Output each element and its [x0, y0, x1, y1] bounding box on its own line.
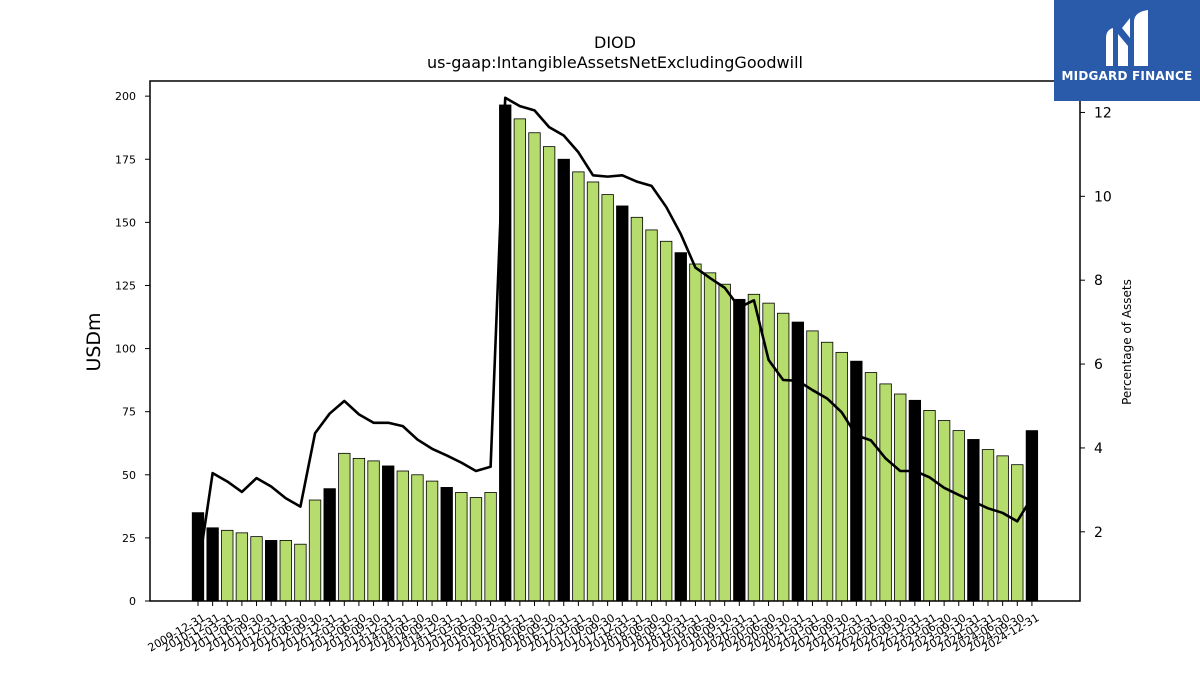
bar-2012-06-30 [294, 543, 307, 602]
y2-tick-label-12: 12 [1094, 105, 1112, 121]
y2-tick-label-8: 8 [1094, 273, 1103, 289]
bar-2021-03-31 [806, 330, 819, 602]
bar-2012-12-31 [323, 488, 336, 602]
chart-subtitle: us-gaap:IntangibleAssetsNetExcludingGood… [427, 53, 803, 72]
bar-2012-09-30 [308, 499, 322, 602]
bar-2011-03-31 [221, 529, 234, 602]
bar-2019-12-31 [733, 298, 746, 602]
bar-2023-09-30 [952, 430, 965, 602]
bar-2013-12-31 [382, 465, 395, 602]
bar-2022-03-31 [864, 372, 878, 602]
bar-2014-06-30 [411, 474, 424, 602]
bar-2018-12-31 [674, 252, 687, 602]
bar-2015-03-31 [455, 492, 468, 602]
bar-2013-03-31 [338, 452, 351, 602]
brand-logo: MIDGARD FINANCE [1054, 0, 1200, 101]
logo-mark-icon [1106, 10, 1148, 66]
bar-2017-12-31 [616, 205, 629, 602]
bar-2017-09-30 [601, 194, 614, 602]
y2-tick-label-2: 2 [1094, 525, 1103, 541]
y-tick-label-25: 25 [122, 532, 136, 545]
bar-2014-09-30 [425, 480, 439, 602]
bar-2013-09-30 [367, 460, 380, 602]
plot-frame [149, 80, 1081, 602]
bar-2022-06-30 [879, 383, 892, 602]
percentage-line [196, 96, 1034, 572]
bar-2011-06-30 [235, 532, 249, 602]
bar-2016-09-30 [542, 146, 556, 602]
bar-2017-03-31 [572, 171, 585, 602]
y-tick-label-50: 50 [122, 469, 136, 482]
y-axis-label-right: Percentage of Assets [1120, 279, 1134, 405]
y2-tick-label-10: 10 [1094, 189, 1112, 205]
bar-2015-06-30 [469, 497, 483, 602]
axes-layer [149, 80, 1081, 602]
y2-tick-label-4: 4 [1094, 441, 1103, 457]
bar-2012-03-31 [279, 540, 292, 602]
ticks-layer: 0255075100125150175200246810122009-12-31… [115, 90, 1112, 654]
bar-2011-12-31 [264, 540, 278, 602]
bar-2014-12-31 [440, 487, 453, 602]
y-tick-label-200: 200 [115, 90, 136, 103]
bar-2020-09-30 [777, 312, 790, 602]
y-tick-label-175: 175 [115, 153, 136, 166]
line-layer [196, 96, 1034, 572]
bars-layer [191, 104, 1039, 602]
bar-2019-06-30 [703, 272, 717, 602]
bar-2024-03-31 [981, 449, 995, 602]
bar-2024-09-30 [1011, 464, 1024, 602]
bar-2021-12-31 [850, 360, 863, 602]
bar-2014-03-31 [396, 470, 409, 602]
bar-2016-06-30 [528, 132, 541, 602]
bar-2016-12-31 [557, 158, 570, 602]
bar-2015-09-30 [484, 492, 497, 602]
y-tick-label-125: 125 [115, 279, 136, 292]
y-axis-label-left: USDm [83, 312, 105, 372]
bar-2020-12-31 [791, 321, 804, 602]
y-tick-label-75: 75 [122, 406, 136, 419]
bar-2019-09-30 [718, 283, 731, 602]
bar-2010-12-31 [206, 527, 219, 602]
bar-2023-03-31 [923, 410, 936, 602]
bar-2013-06-30 [352, 457, 366, 602]
bar-2009-12-31 [191, 512, 205, 602]
bar-2011-09-30 [250, 536, 263, 602]
bar-2023-06-30 [937, 420, 951, 602]
y-tick-label-100: 100 [115, 343, 136, 356]
bar-2018-09-30 [660, 240, 673, 602]
y-tick-label-0: 0 [129, 595, 136, 608]
bar-2024-06-30 [996, 455, 1009, 602]
bar-2022-09-30 [894, 393, 907, 602]
bar-2024-12-31 [1025, 430, 1039, 602]
bar-2023-12-31 [967, 439, 980, 602]
bar-2018-06-30 [645, 229, 658, 602]
bar-2017-06-30 [586, 181, 600, 602]
bar-2016-03-31 [513, 118, 527, 602]
bar-2018-03-31 [630, 216, 644, 602]
bar-2022-12-31 [908, 399, 922, 602]
bar-2020-03-31 [747, 293, 761, 602]
y2-tick-label-6: 6 [1094, 357, 1103, 373]
bar-2021-06-30 [820, 341, 834, 602]
bar-2019-03-31 [689, 263, 702, 602]
y-tick-label-150: 150 [115, 216, 136, 229]
chart-title: DIOD [594, 33, 636, 52]
brand-name: MIDGARD FINANCE [1061, 69, 1193, 83]
bar-2021-09-30 [835, 351, 848, 602]
